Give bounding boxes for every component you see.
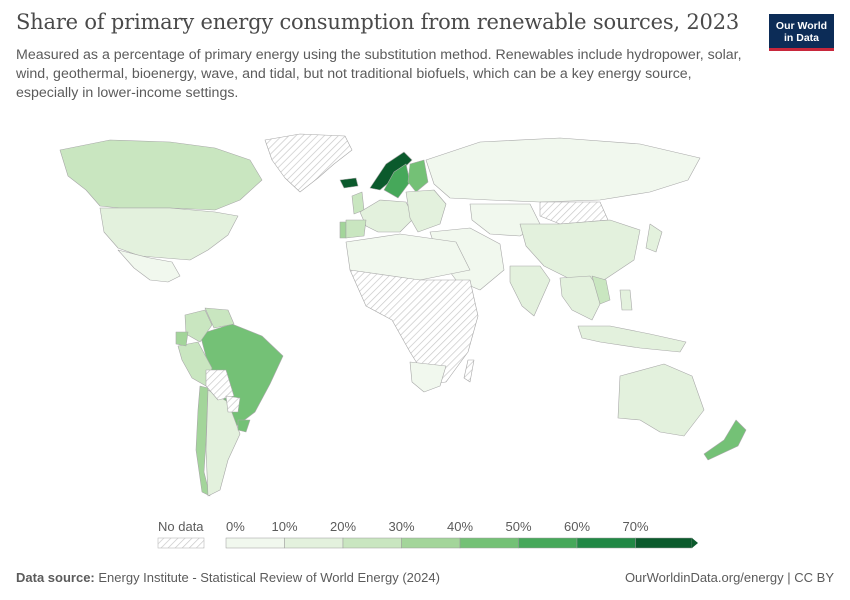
logo-line-1: Our World xyxy=(775,20,828,32)
region-southeast-asia[interactable] xyxy=(559,275,605,321)
region-sweden[interactable] xyxy=(383,163,411,199)
legend-tick-label: 50% xyxy=(505,519,531,534)
region-south-africa[interactable] xyxy=(409,361,447,393)
logo-line-2: in Data xyxy=(783,32,819,44)
region-iceland[interactable] xyxy=(339,177,359,189)
legend-bin-swatch xyxy=(518,537,578,549)
region-spain[interactable] xyxy=(345,219,367,239)
chart-title: Share of primary energy consumption from… xyxy=(16,10,740,34)
region-finland[interactable] xyxy=(407,159,429,193)
site-link[interactable]: OurWorldinData.org/energy | CC BY xyxy=(624,570,834,585)
legend-tick-label: 0% xyxy=(226,519,245,534)
legend-bin-swatch xyxy=(225,537,285,549)
world-map xyxy=(59,133,747,497)
region-madagascar[interactable] xyxy=(463,359,475,383)
legend-arrow-icon xyxy=(692,538,698,548)
legend-no-data-label: No data xyxy=(158,519,204,534)
region-colombia[interactable] xyxy=(184,309,213,343)
legend-bin-swatch xyxy=(342,537,402,549)
owid-logo[interactable]: Our World in Data xyxy=(769,14,834,51)
region-indonesia[interactable] xyxy=(577,325,687,353)
legend-bin-swatch xyxy=(459,537,519,549)
legend-tick-label: 60% xyxy=(564,519,590,534)
legend-tick-label: 70% xyxy=(622,519,648,534)
region-australia[interactable] xyxy=(617,363,705,437)
map-legend: No data 0% 10% 20% 30% 40% 50% 60% 70% xyxy=(157,519,698,549)
legend-bin-swatch xyxy=(576,537,636,549)
legend-tick-label: 40% xyxy=(447,519,473,534)
region-russia[interactable] xyxy=(425,137,701,203)
data-source-label: Data source: xyxy=(16,570,95,585)
region-eastern-europe[interactable] xyxy=(405,189,447,233)
region-portugal[interactable] xyxy=(339,221,347,239)
legend-tick-label: 20% xyxy=(330,519,356,534)
data-source-text[interactable]: Energy Institute - Statistical Review of… xyxy=(98,570,440,585)
region-new-zealand[interactable] xyxy=(703,419,747,461)
region-ecuador[interactable] xyxy=(175,331,189,347)
region-uruguay[interactable] xyxy=(237,419,251,433)
region-vietnam[interactable] xyxy=(591,275,611,305)
region-united-states[interactable] xyxy=(99,207,239,261)
region-philippines[interactable] xyxy=(619,289,633,311)
legend-tick-label: 10% xyxy=(271,519,297,534)
region-greenland[interactable] xyxy=(264,133,353,193)
region-paraguay[interactable] xyxy=(225,395,241,413)
region-canada[interactable] xyxy=(59,139,263,211)
legend-tick-label: 30% xyxy=(388,519,414,534)
legend-bin-swatch xyxy=(284,537,344,549)
region-mexico[interactable] xyxy=(117,249,181,283)
legend-bin-swatch xyxy=(401,537,461,549)
legend-bin-swatch xyxy=(635,537,693,549)
region-china[interactable] xyxy=(519,219,641,281)
chart-subtitle: Measured as a percentage of primary ener… xyxy=(16,47,742,101)
region-japan[interactable] xyxy=(645,223,663,253)
region-sub-saharan-africa[interactable] xyxy=(349,269,479,385)
region-venezuela[interactable] xyxy=(204,307,235,329)
region-india[interactable] xyxy=(509,265,551,317)
legend-no-data-swatch xyxy=(157,537,205,549)
region-norway[interactable] xyxy=(369,151,413,191)
region-western-europe[interactable] xyxy=(359,199,415,233)
data-source: Data source: Energy Institute - Statisti… xyxy=(16,570,440,585)
